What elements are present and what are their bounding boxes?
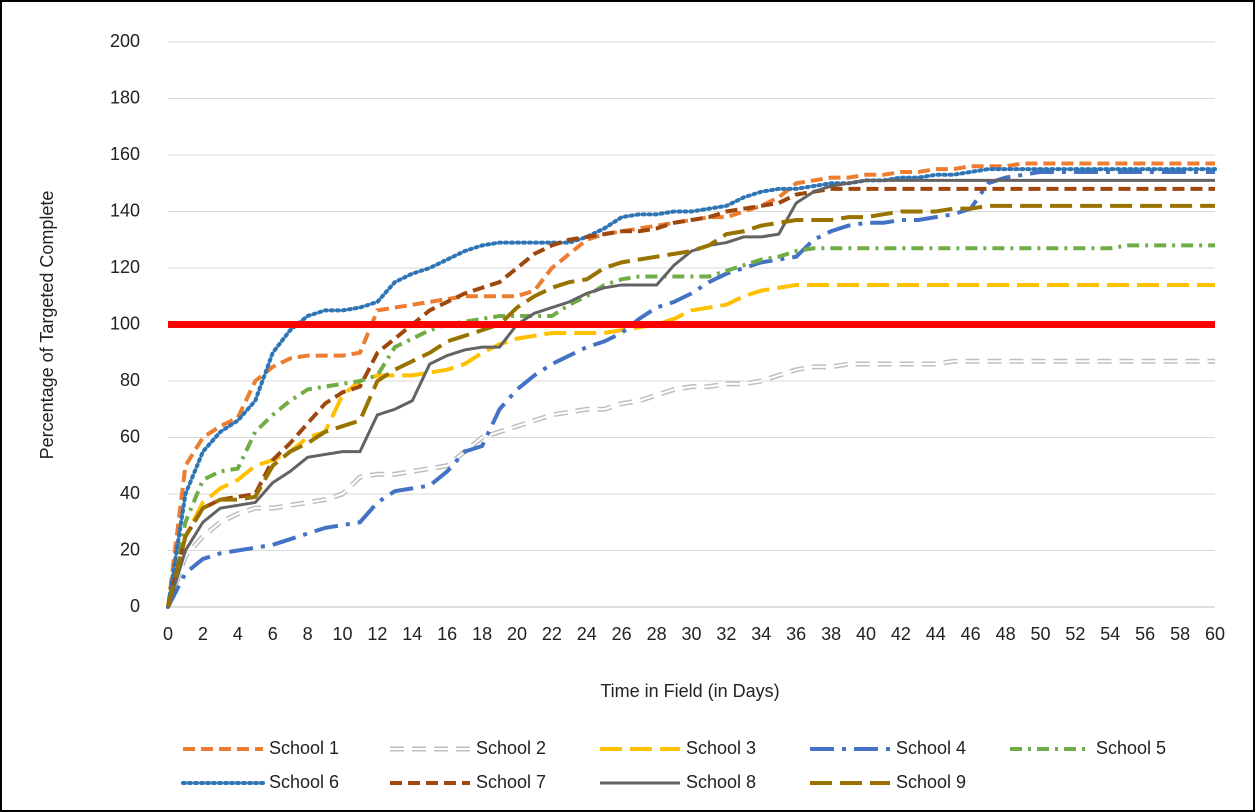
x-tick-label: 34 [751, 624, 771, 644]
x-tick-label: 14 [402, 624, 422, 644]
x-tick-label: 48 [996, 624, 1016, 644]
legend-label: School 4 [896, 738, 966, 758]
series-line [166, 167, 1217, 609]
x-tick-label: 6 [268, 624, 278, 644]
y-tick-label: 100 [110, 313, 140, 333]
x-tick-label: 40 [856, 624, 876, 644]
x-tick-label: 10 [332, 624, 352, 644]
x-tick-label: 4 [233, 624, 243, 644]
x-tick-label: 16 [437, 624, 457, 644]
x-tick-label: 50 [1030, 624, 1050, 644]
x-tick-label: 60 [1205, 624, 1225, 644]
y-axis-title: Percentage of Targeted Complete [37, 191, 57, 460]
x-tick-label: 56 [1135, 624, 1155, 644]
x-tick-label: 24 [577, 624, 597, 644]
series-line [166, 169, 1215, 608]
x-tick-label: 38 [821, 624, 841, 644]
y-tick-label: 20 [120, 539, 140, 559]
x-tick-label: 8 [303, 624, 313, 644]
series-line [166, 161, 1215, 608]
legend-label: School 7 [476, 772, 546, 792]
x-tick-label: 44 [926, 624, 946, 644]
series-line [166, 203, 1215, 608]
y-tick-label: 40 [120, 483, 140, 503]
x-tick-label: 22 [542, 624, 562, 644]
legend-label: School 1 [269, 738, 339, 758]
y-tick-label: 180 [110, 87, 140, 107]
x-tick-label: 18 [472, 624, 492, 644]
legend-label: School 2 [476, 738, 546, 758]
y-tick-label: 160 [110, 144, 140, 164]
x-tick-label: 58 [1170, 624, 1190, 644]
series-line [166, 243, 1215, 608]
x-tick-label: 26 [612, 624, 632, 644]
y-tick-label: 0 [130, 596, 140, 616]
legend-label: School 3 [686, 738, 756, 758]
x-tick-label: 30 [681, 624, 701, 644]
x-axis-title: Time in Field (in Days) [600, 681, 779, 701]
x-tick-label: 20 [507, 624, 527, 644]
x-tick-label: 42 [891, 624, 911, 644]
series-line [166, 282, 1215, 608]
x-tick-label: 54 [1100, 624, 1120, 644]
x-tick-label: 28 [647, 624, 667, 644]
x-tick-label: 0 [163, 624, 173, 644]
x-tick-label: 52 [1065, 624, 1085, 644]
x-tick-label: 32 [716, 624, 736, 644]
series-line [166, 186, 1215, 608]
y-tick-label: 120 [110, 257, 140, 277]
y-tick-label: 80 [120, 370, 140, 390]
y-tick-label: 200 [110, 31, 140, 51]
legend-label: School 9 [896, 772, 966, 792]
legend-label: School 8 [686, 772, 756, 792]
x-tick-label: 12 [367, 624, 387, 644]
legend-label: School 6 [269, 772, 339, 792]
series-line [166, 178, 1215, 608]
y-tick-label: 140 [110, 200, 140, 220]
x-tick-label: 46 [961, 624, 981, 644]
legend-label: School 5 [1096, 738, 1166, 758]
y-tick-label: 60 [120, 426, 140, 446]
x-tick-label: 36 [786, 624, 806, 644]
series-line-inner [167, 360, 1215, 608]
x-tick-label: 2 [198, 624, 208, 644]
